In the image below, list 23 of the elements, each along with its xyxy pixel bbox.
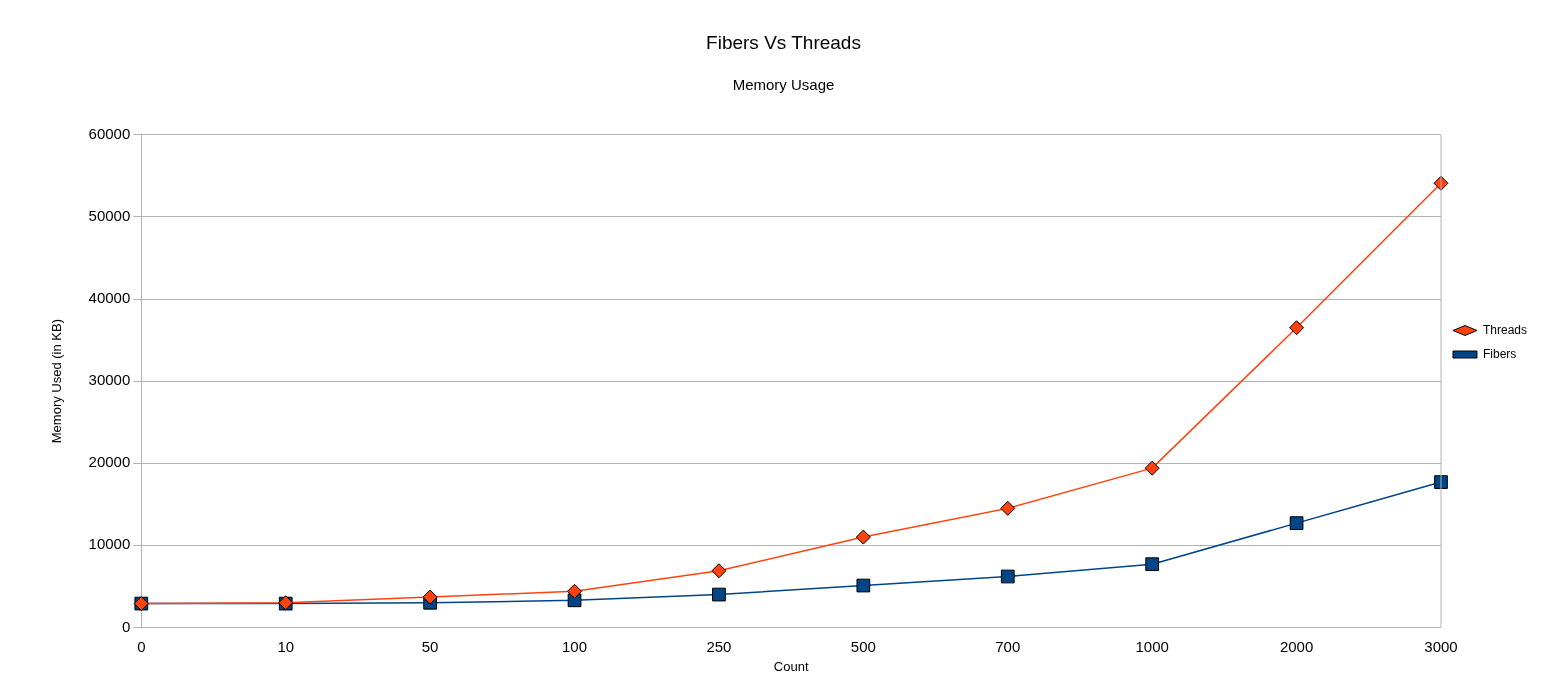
y-tick-label: 20000 xyxy=(88,453,131,471)
x-tick-label: 700 xyxy=(995,637,1021,655)
chart-title: Fibers Vs Threads xyxy=(706,31,861,53)
legend-label: Fibers xyxy=(1482,346,1517,361)
x-tick-label: 50 xyxy=(421,637,439,655)
y-tick-label: 0 xyxy=(121,617,131,635)
x-tick-label: 10 xyxy=(277,637,295,655)
x-tick-label: 2000 xyxy=(1279,637,1314,655)
chart-subtitle: Memory Usage xyxy=(732,75,835,93)
y-tick-label: 40000 xyxy=(88,289,131,307)
x-axis-title: Count xyxy=(773,658,809,674)
x-tick-label: 0 xyxy=(137,637,146,655)
y-tick-label: 30000 xyxy=(88,371,131,389)
x-tick-label: 500 xyxy=(850,637,876,655)
y-tick-label: 10000 xyxy=(88,535,131,553)
x-tick-label: 3000 xyxy=(1424,637,1458,655)
x-tick-label: 1000 xyxy=(1135,637,1169,655)
y-axis-title: Memory Used (in KB) xyxy=(49,318,65,444)
x-tick-label: 250 xyxy=(706,637,732,655)
x-tick-label: 100 xyxy=(562,637,588,655)
legend-label: Threads xyxy=(1482,322,1528,337)
y-tick-label: 50000 xyxy=(88,207,131,225)
y-tick-label: 60000 xyxy=(88,124,131,142)
